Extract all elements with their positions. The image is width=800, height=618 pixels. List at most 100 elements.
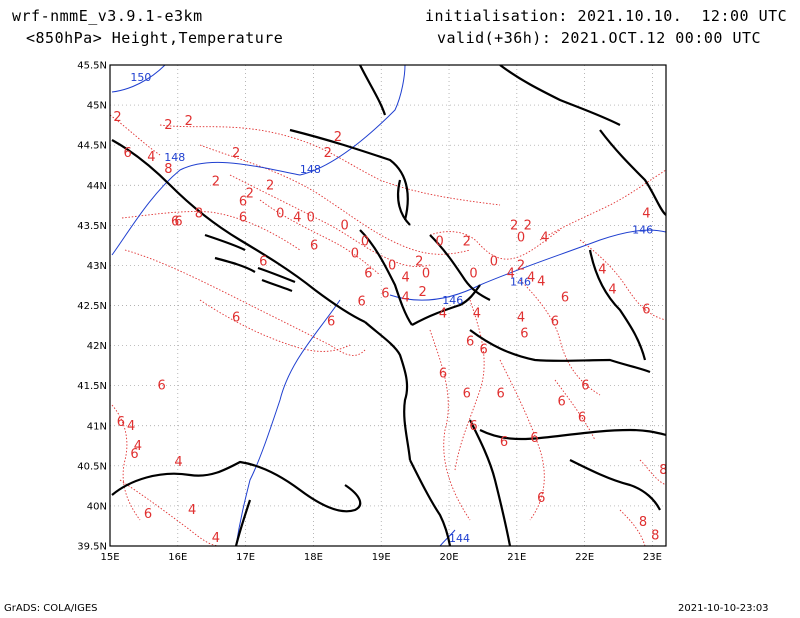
lat-lon-grid xyxy=(109,64,666,547)
temp-contour xyxy=(199,144,471,255)
temperature-contour-label: 6 xyxy=(239,210,247,225)
height-contour-labels: 150 148 148 146 146 146 144 xyxy=(130,71,653,545)
temperature-contour-label: 6 xyxy=(469,419,477,434)
chart-subtitle-level: <850hPa> Height,Temperature xyxy=(26,29,284,47)
temperature-contour-label: 0 xyxy=(361,234,369,249)
temperature-contour-label: 6 xyxy=(530,431,538,446)
lat-tick-label: 45.5N xyxy=(77,61,107,72)
temperature-contour-label: 0 xyxy=(517,230,525,245)
temperature-contour-label: 4 xyxy=(608,282,616,297)
north-border-2 xyxy=(499,65,621,126)
lon-tick-label: 17E xyxy=(236,552,255,563)
height-contour-label: 148 xyxy=(300,163,321,176)
sava-border xyxy=(289,128,409,221)
temperature-contour-label: 8 xyxy=(639,515,647,530)
height-contour-148 xyxy=(111,65,406,256)
lat-tick-label: 42.5N xyxy=(77,301,107,312)
temperature-contour-label: 4 xyxy=(439,307,447,322)
temperature-contour-label: 2 xyxy=(334,130,342,145)
temperature-contour-label: 6 xyxy=(117,415,125,430)
temperature-contour-label: 2 xyxy=(212,174,220,189)
lat-tick-label: 40.5N xyxy=(77,461,107,472)
montenegro-border xyxy=(411,284,481,326)
height-contour-label: 146 xyxy=(632,223,653,236)
temperature-contour-label: 6 xyxy=(500,435,508,450)
adriatic-islands-1 xyxy=(204,233,246,251)
lon-tick-label: 23E xyxy=(643,552,662,563)
temp-contour xyxy=(199,299,351,352)
temperature-contour-label: 0 xyxy=(388,258,396,273)
temperature-contour-label: 2 xyxy=(419,285,427,300)
temp-contour xyxy=(121,211,301,251)
temperature-contour-label: 0 xyxy=(307,210,315,225)
bulgaria-border xyxy=(599,129,666,216)
adriatic-islands-3 xyxy=(257,266,296,284)
temperature-contour-label: 6 xyxy=(232,311,240,326)
temperature-contour-label: 6 xyxy=(364,266,372,281)
lon-tick-label: 19E xyxy=(372,552,391,563)
lon-tick-label: 16E xyxy=(168,552,187,563)
temperature-contour-label: 2 xyxy=(232,146,240,161)
temperature-contour-label: 2 xyxy=(185,114,193,129)
temp-contour xyxy=(159,124,501,206)
height-contour-label: 148 xyxy=(164,151,185,164)
italy-coast-2 xyxy=(234,499,252,546)
temperature-contour-label: 2 xyxy=(266,178,274,193)
height-contours xyxy=(111,65,666,546)
temperature-contour-label: 6 xyxy=(130,447,138,462)
temperature-contour-label: 6 xyxy=(171,214,179,229)
lat-tick-label: 42N xyxy=(87,341,107,352)
temperature-contour-label: 2 xyxy=(164,118,172,133)
lat-tick-label: 39.5N xyxy=(77,542,107,553)
temp-contour xyxy=(619,509,646,546)
temperature-contour-label: 4 xyxy=(507,266,515,281)
lat-tick-label: 43N xyxy=(87,261,107,272)
temperature-contour-label: 6 xyxy=(381,286,389,301)
height-contour-146 xyxy=(389,229,666,301)
serbia-west-border xyxy=(396,179,411,226)
lat-tick-label: 40N xyxy=(87,501,107,512)
temperature-contour-label: 4 xyxy=(527,270,535,285)
temperature-contour-label: 4 xyxy=(402,290,410,305)
temperature-contour-label: 6 xyxy=(480,343,488,358)
adriatic-east-coast xyxy=(111,139,366,323)
axis-tick-labels: 45.5N 45N 44.5N 44N 43.5N 43N 42.5N 42N 41.5N 41N… xyxy=(77,61,662,564)
temperature-contour-label: 2 xyxy=(463,234,471,249)
map-frame xyxy=(109,64,667,547)
temperature-contour-label: 6 xyxy=(537,491,545,506)
temperature-contour-label: 2 xyxy=(524,218,532,233)
temperature-contour-label: 4 xyxy=(174,455,182,470)
initialisation-time: initialisation: 2021.10.10. 12:00 UTC xyxy=(425,7,788,25)
temperature-contour-label: 6 xyxy=(520,327,528,342)
temperature-contour-label: 6 xyxy=(327,315,335,330)
footer-timestamp: 2021-10-10-23:03 xyxy=(678,603,769,614)
temperature-contour-label: 6 xyxy=(357,295,365,310)
lat-tick-label: 44.5N xyxy=(77,141,107,152)
temperature-contour-label: 0 xyxy=(422,266,430,281)
greece-coast xyxy=(569,459,661,511)
temperature-contours xyxy=(110,114,666,546)
temperature-contour-label: 4 xyxy=(188,503,196,518)
temp-contour xyxy=(429,329,471,521)
temp-contour xyxy=(499,359,545,521)
height-contour-150 xyxy=(111,65,166,93)
lon-tick-label: 15E xyxy=(100,552,119,563)
temperature-contour-label: 2 xyxy=(324,146,332,161)
temperature-contour-label: 6 xyxy=(581,379,589,394)
temperature-contour-label: 4 xyxy=(127,419,135,434)
temperature-contour-label: 6 xyxy=(124,146,132,161)
temperature-contour-label: 6 xyxy=(578,411,586,426)
temperature-contour-label: 8 xyxy=(164,162,172,177)
temp-contour xyxy=(554,379,596,441)
temperature-contour-label: 0 xyxy=(276,206,284,221)
temperature-contour-label: 0 xyxy=(351,246,359,261)
coastlines-borders xyxy=(111,65,666,546)
north-macedonia-border xyxy=(469,329,651,374)
temperature-contour-label: 0 xyxy=(469,266,477,281)
temperature-contour-label: 2 xyxy=(113,110,121,125)
montenegro-albania-coast xyxy=(364,321,412,461)
temperature-contour-label: 0 xyxy=(490,254,498,269)
chart-title-model: wrf-nmmE_v3.9.1-e3km xyxy=(12,7,203,25)
temperature-contour-label: 4 xyxy=(212,531,220,546)
